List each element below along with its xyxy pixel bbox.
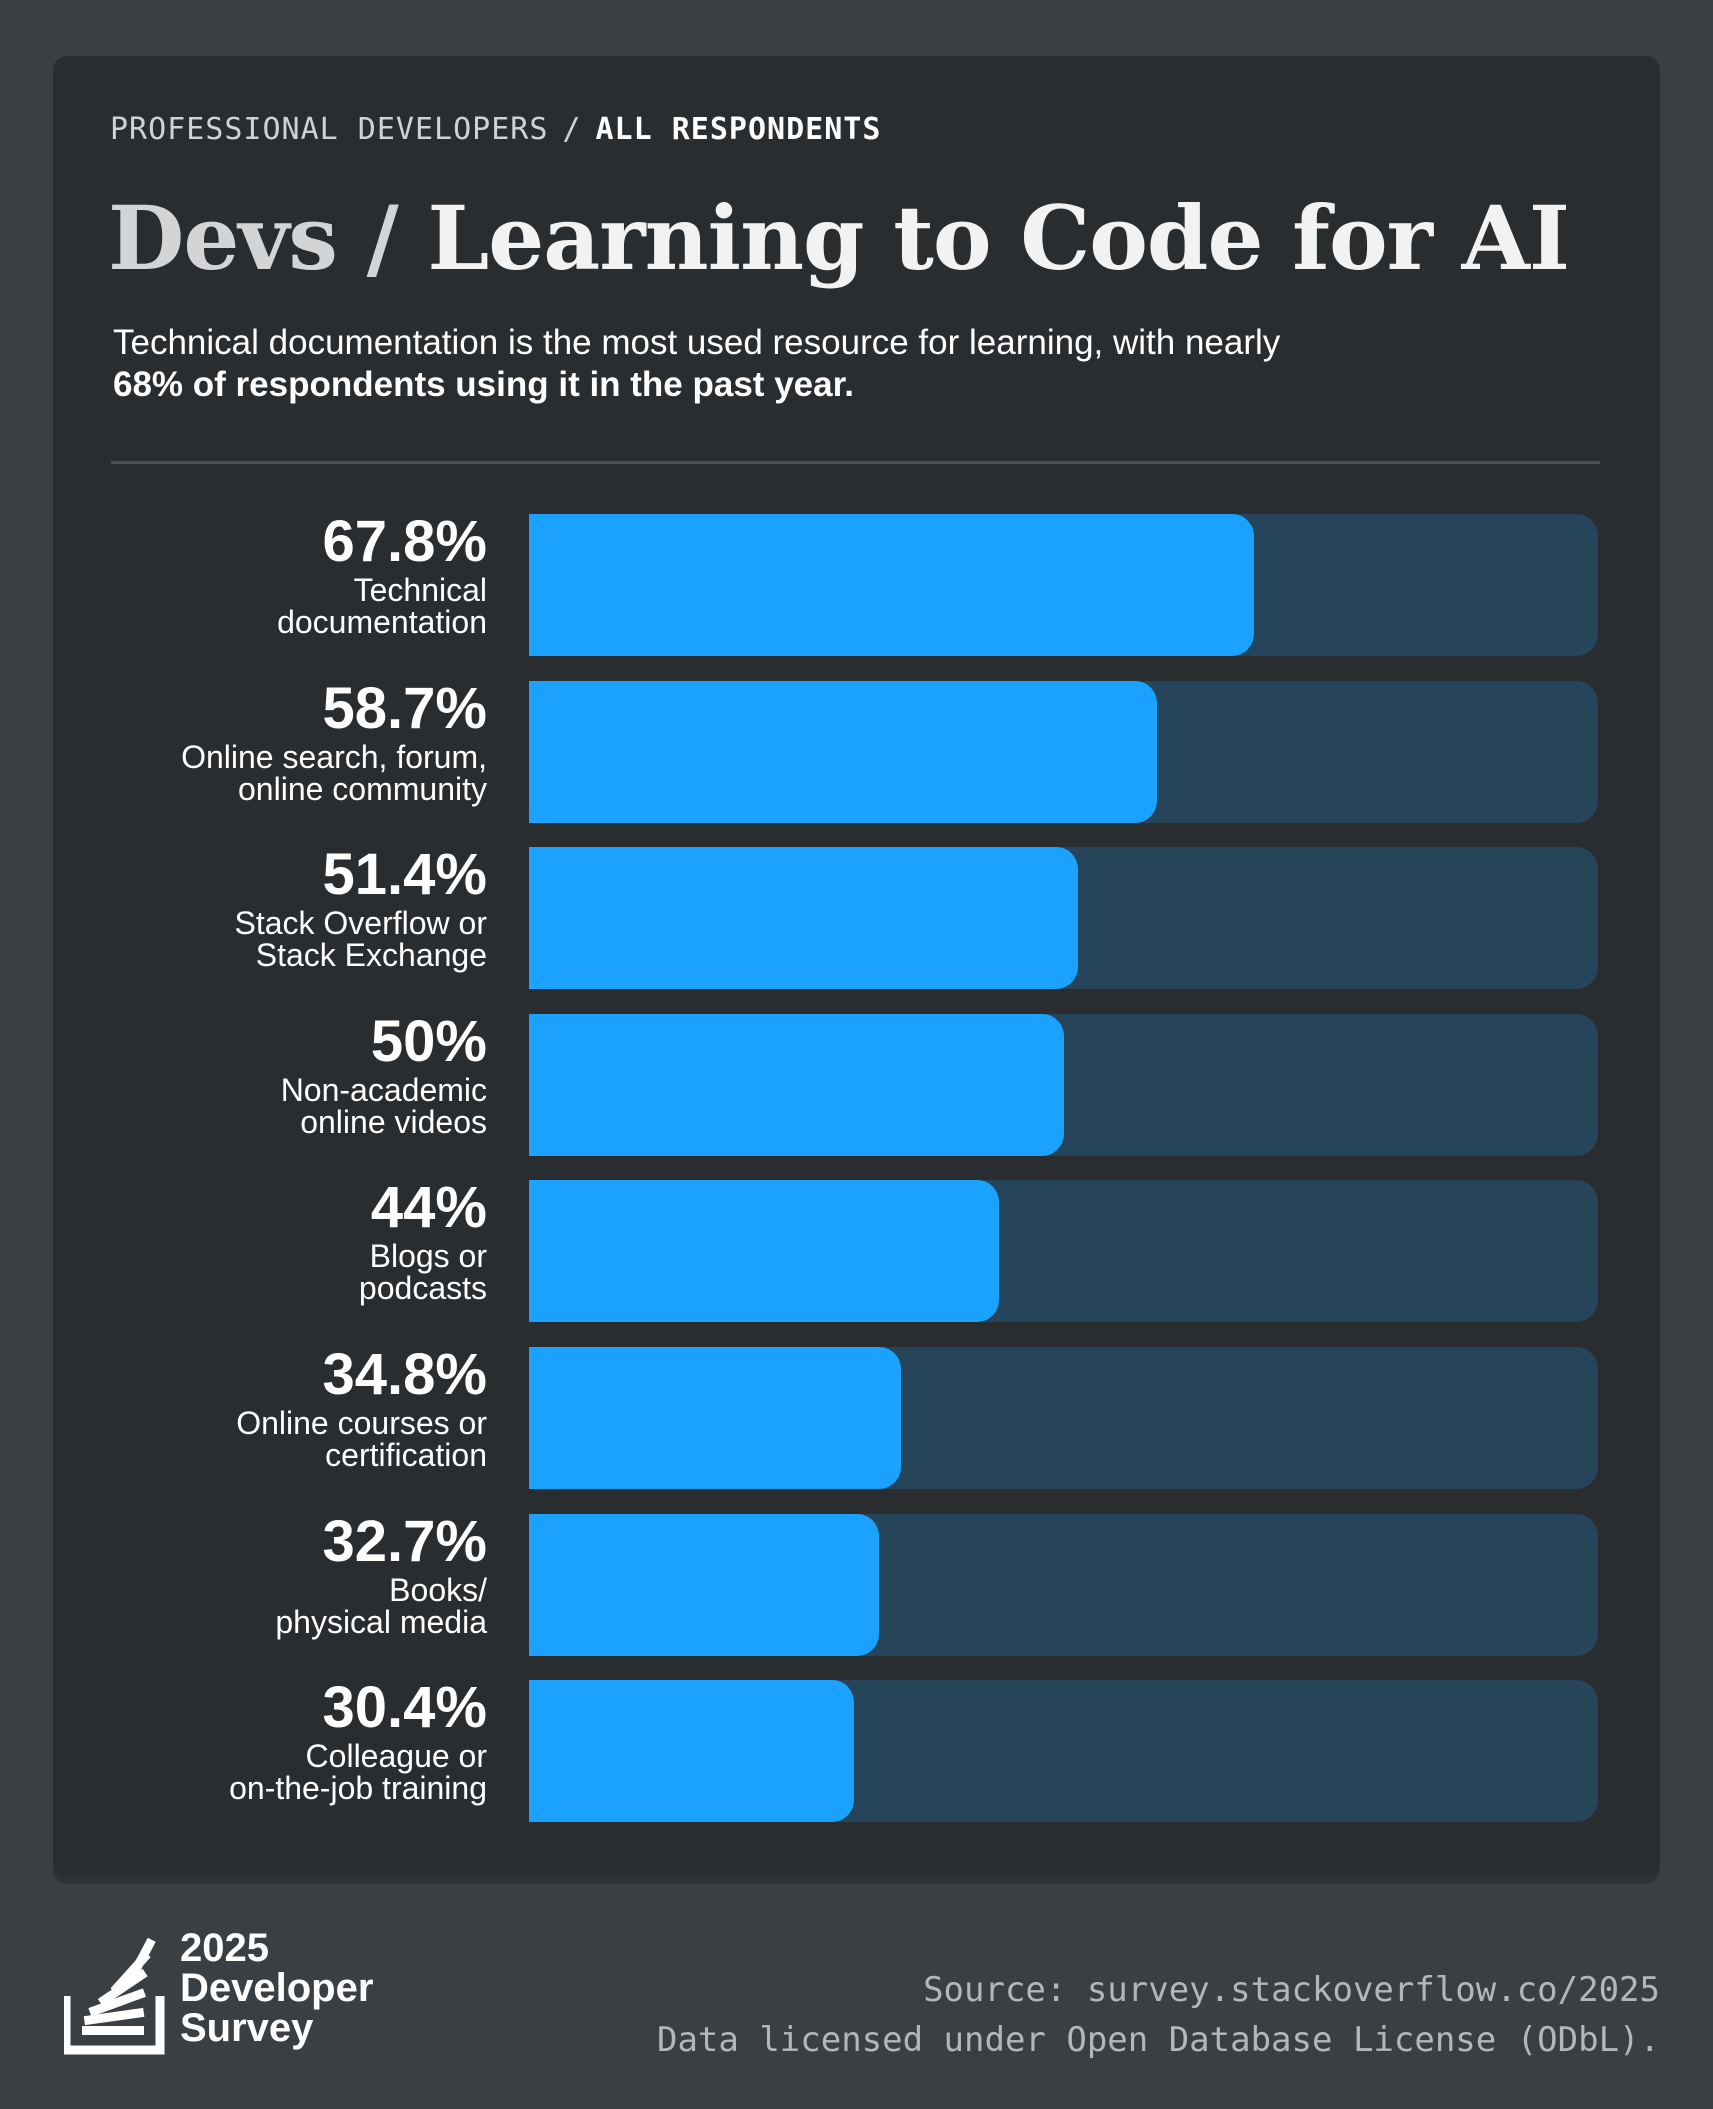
title-main: Learning to Code for AI [427,186,1570,290]
bar-category-label: Technical documentation [127,574,487,638]
category-label-line: documentation [277,604,487,640]
category-label-line: Colleague or [305,1738,487,1774]
category-label-line: online videos [300,1104,487,1140]
logo-year: 2025 [180,1926,269,1970]
bar-label: 32.7% Books/physical media [127,1509,487,1639]
bar-value-label: 32.7% [322,1509,487,1574]
bar [529,1180,999,1322]
breadcrumb-parent[interactable]: PROFESSIONAL DEVELOPERS [110,112,549,147]
bar-value-label: 67.8% [322,509,487,574]
bar [529,1014,1064,1156]
bar-track [529,1514,1598,1656]
breadcrumb: PROFESSIONAL DEVELOPERS / ALL RESPONDENTS [110,112,881,147]
bar-value-label: 51.4% [322,842,487,907]
divider [111,461,1600,464]
category-label-line: Stack Exchange [255,937,487,973]
breadcrumb-separator: / [562,112,582,147]
logo-line2: Developer [180,1966,374,2010]
bar-label: 51.4% Stack Overflow or Stack Exchange [127,842,487,972]
category-label-line: physical media [275,1604,487,1640]
category-label-line: online community [238,771,487,807]
bar-category-label: Online search, forum, online community [127,741,487,805]
bar-label: 34.8% Online courses or certification [127,1342,487,1472]
stack-overflow-stack-icon [64,1937,165,2055]
bar [529,1514,879,1656]
category-label-line: Online search, forum, [181,739,487,775]
category-label-line: Books/ [389,1572,487,1608]
bar-value-label: 34.8% [322,1342,487,1407]
bar-label: 30.4% Colleague or on-the-job training [127,1675,487,1805]
bar-track [529,1347,1598,1489]
category-label-line: Technical [353,572,487,608]
bar-category-label: Stack Overflow or Stack Exchange [127,907,487,971]
page-title: Devs / Learning to Code for AI [108,186,1570,290]
bar-category-label: Books/physical media [127,1574,487,1638]
bar-track [529,847,1598,989]
bar [529,514,1254,656]
logo-line3: Survey [180,2006,314,2050]
category-label-line: podcasts [358,1270,487,1306]
bar-value-label: 50% [370,1009,487,1074]
bar-label: 67.8% Technical documentation [127,509,487,639]
bar-track [529,1180,1598,1322]
bar-value-label: 44% [370,1175,487,1240]
bar-track [529,514,1598,656]
bar-track [529,681,1598,823]
source-note: Source: survey.stackoverflow.co/2025 Dat… [657,1965,1660,2065]
category-label-line: Stack Overflow or [234,905,487,941]
category-label-line: Non-academic [280,1072,487,1108]
bar-value-label: 30.4% [322,1675,487,1740]
subtitle-line: Technical documentation is the most used… [113,323,1281,362]
bar-category-label: Non-academic online videos [127,1074,487,1138]
category-label-line: Blogs or [369,1238,487,1274]
bar-track [529,1680,1598,1822]
survey-logo: 2025 Developer Survey [64,1928,404,2068]
bar [529,1347,901,1489]
bar-category-label: Colleague or on-the-job training [127,1740,487,1804]
bar [529,681,1157,823]
subtitle-highlight: 68% of respondents using it in the past … [113,365,854,404]
bar-label: 50% Non-academic online videos [127,1009,487,1139]
bar [529,847,1078,989]
category-label-line: on-the-job training [229,1770,487,1806]
logo-wordmark: 2025 Developer Survey [180,1928,373,2048]
license-note: Data licensed under Open Database Licens… [656,2020,1660,2060]
source-link[interactable]: Source: survey.stackoverflow.co/2025 [923,1970,1660,2010]
bar-track [529,1014,1598,1156]
category-label-line: certification [325,1437,487,1473]
bar-label: 44% Blogs or podcasts [127,1175,487,1305]
bar-label: 58.7% Online search, forum, online communi… [127,676,487,806]
bar-category-label: Online courses or certification [127,1407,487,1471]
bar-category-label: Blogs or podcasts [127,1240,487,1304]
breadcrumb-current: ALL RESPONDENTS [595,112,882,147]
category-label-line: Online courses or [236,1405,487,1441]
subtitle: Technical documentation is the most used… [113,322,1513,406]
bar-value-label: 58.7% [322,676,487,741]
title-prefix: Devs / [108,186,399,290]
bar [529,1680,854,1822]
